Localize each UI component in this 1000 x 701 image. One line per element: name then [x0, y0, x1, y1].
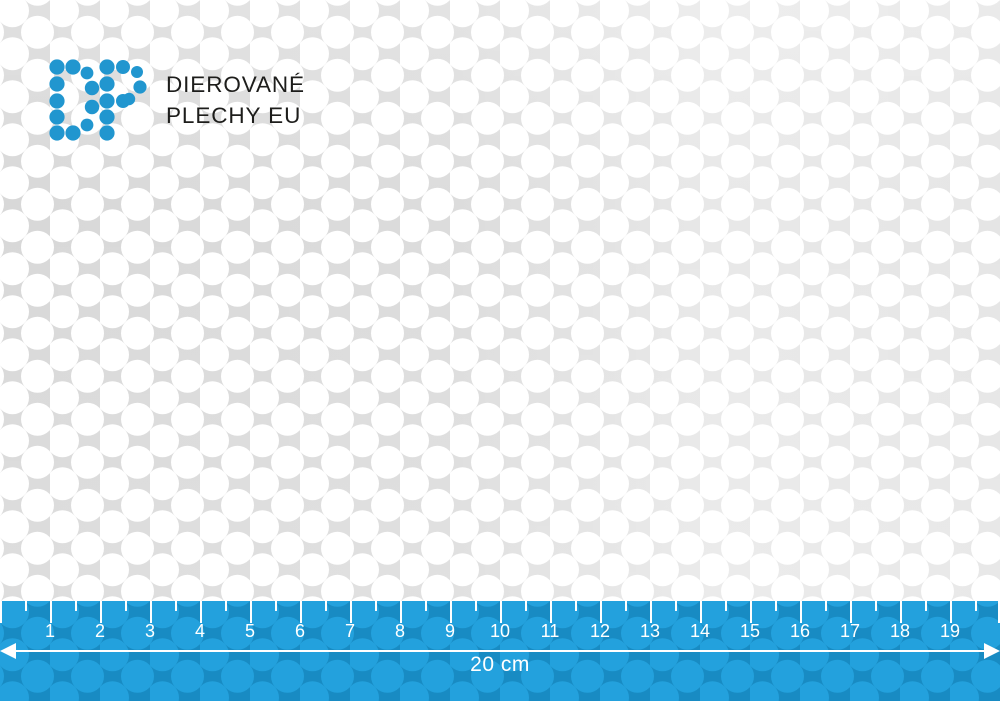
ruler-tick-label: 11: [540, 621, 560, 641]
ruler-tick-major: [850, 601, 852, 623]
ruler-tick-major: [650, 601, 652, 623]
ruler-tick-label: 14: [689, 621, 711, 641]
arrow-head-right-icon: [984, 643, 1000, 659]
ruler-tick-major: [450, 601, 452, 623]
ruler-tick-label: 10: [489, 621, 511, 641]
ruler-tick-major: [200, 601, 202, 623]
arrow-head-left-icon: [0, 643, 16, 659]
dp-dot-matrix-logo-icon: [49, 59, 147, 141]
ruler-tick-major: [700, 601, 702, 623]
ruler-tick-major: [400, 601, 402, 623]
ruler-tick-minor: [425, 601, 427, 611]
ruler-tick-label: 17: [839, 621, 861, 641]
ruler-tick-minor: [875, 601, 877, 611]
scale-ruler: 1 2 3 4 5 6 7 8 9 10 11 12 13 14 15 16 17 18 19 20 cm: [0, 601, 1000, 701]
brand-line-1: DIEROVANÉ: [166, 71, 305, 97]
ruler-tick-minor: [225, 601, 227, 611]
ruler-tick-minor: [725, 601, 727, 611]
ruler-tick-label: 5: [244, 621, 255, 641]
perforation-pattern: [0, 0, 1000, 601]
perforated-sheet-background: [0, 0, 1000, 601]
ruler-tick-minor: [275, 601, 277, 611]
ruler-tick-major: [250, 601, 252, 623]
ruler-tick-label: 18: [889, 621, 911, 641]
ruler-tick-label: 3: [144, 621, 155, 641]
ruler-tick-label: 1: [44, 621, 55, 641]
ruler-tick-major: [350, 601, 352, 623]
ruler-tick-label: 15: [739, 621, 761, 641]
ruler-tick-major: [900, 601, 902, 623]
ruler-tick-label: 19: [939, 621, 961, 641]
ruler-tick-minor: [825, 601, 827, 611]
ruler-tick-major: [750, 601, 752, 623]
ruler-tick-major: [0, 601, 2, 623]
ruler-tick-minor: [975, 601, 977, 611]
ruler-tick-major: [50, 601, 52, 623]
ruler-tick-minor: [125, 601, 127, 611]
ruler-tick-major: [550, 601, 552, 623]
ruler-tick-label: 2: [94, 621, 105, 641]
scale-caption: 20 cm: [470, 653, 530, 676]
ruler-tick-minor: [575, 601, 577, 611]
ruler-tick-minor: [775, 601, 777, 611]
ruler-tick-major: [600, 601, 602, 623]
ruler-ticks: 1 2 3 4 5 6 7 8 9 10 11 12 13 14 15 16 17 18 19: [0, 601, 1000, 647]
brand-wordmark: DIEROVANÉ PLECHY EU: [166, 73, 305, 127]
ruler-tick-minor: [75, 601, 77, 611]
ruler-tick-minor: [175, 601, 177, 611]
ruler-tick-minor: [675, 601, 677, 611]
ruler-tick-label: 12: [589, 621, 611, 641]
ruler-tick-minor: [625, 601, 627, 611]
ruler-tick-minor: [525, 601, 527, 611]
ruler-tick-minor: [325, 601, 327, 611]
ruler-tick-major: [800, 601, 802, 623]
ruler-tick-major: [300, 601, 302, 623]
ruler-tick-label: 7: [344, 621, 355, 641]
ruler-tick-major: [998, 601, 1000, 623]
ruler-tick-label: 13: [639, 621, 661, 641]
ruler-tick-label: 8: [394, 621, 405, 641]
arrow-line: [14, 650, 986, 652]
ruler-tick-major: [950, 601, 952, 623]
ruler-tick-major: [150, 601, 152, 623]
ruler-tick-minor: [25, 601, 27, 611]
ruler-tick-minor: [375, 601, 377, 611]
ruler-tick-minor: [475, 601, 477, 611]
ruler-tick-label: 9: [444, 621, 455, 641]
ruler-tick-minor: [925, 601, 927, 611]
ruler-tick-label: 6: [294, 621, 305, 641]
ruler-tick-label: 4: [194, 621, 205, 641]
ruler-tick-label: 16: [789, 621, 811, 641]
brand-logo: DIEROVANÉ PLECHY EU: [48, 55, 348, 145]
ruler-tick-major: [500, 601, 502, 623]
length-arrow-double-headed: [0, 643, 1000, 661]
ruler-tick-major: [100, 601, 102, 623]
brand-line-2: PLECHY EU: [166, 102, 302, 128]
